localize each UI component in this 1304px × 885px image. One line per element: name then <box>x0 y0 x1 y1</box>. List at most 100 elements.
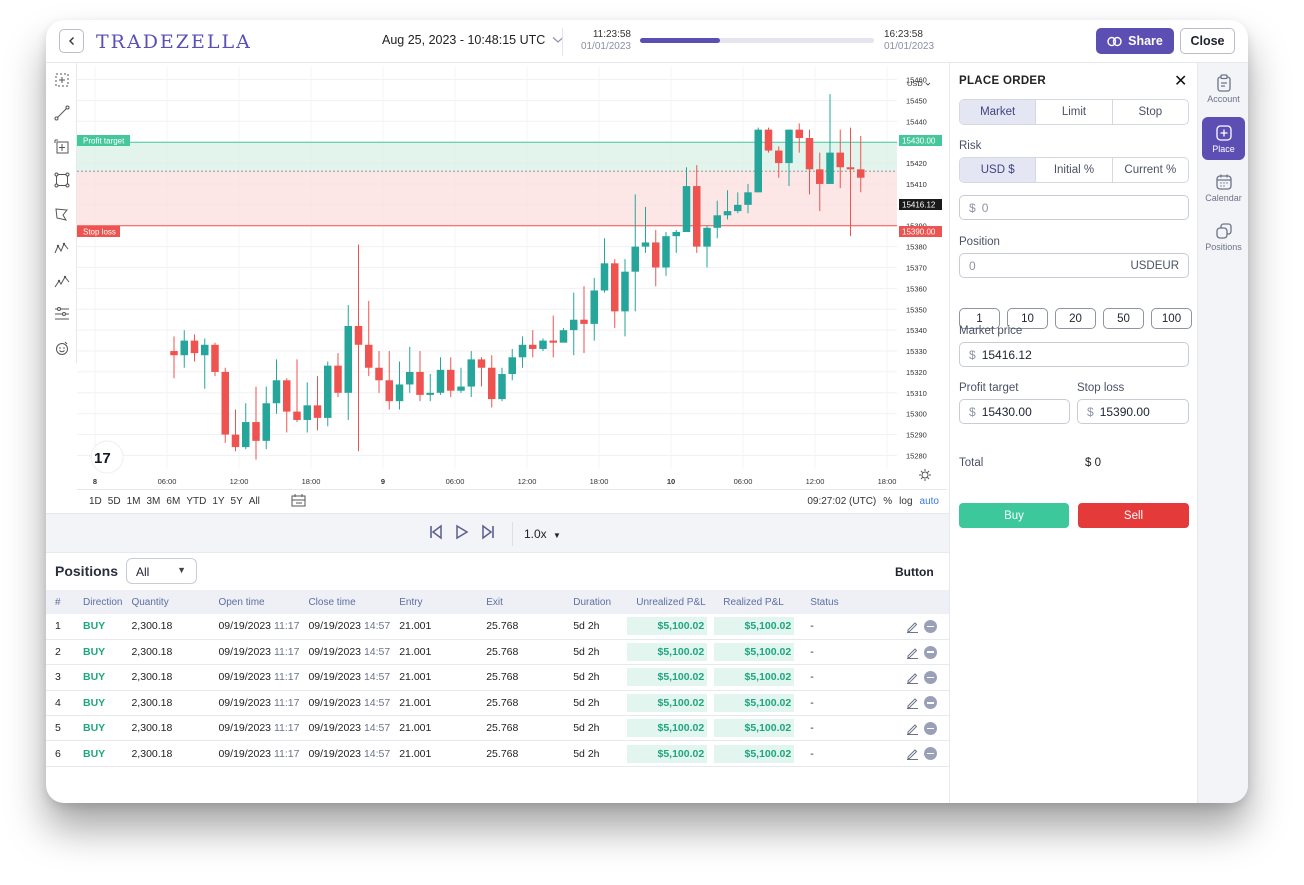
table-row[interactable]: 1 BUY 2,300.18 09/19/2023 11:17 09/19/2023 1… <box>46 614 949 640</box>
qty-button-20[interactable]: 20 <box>1055 308 1096 329</box>
candle-body <box>600 263 609 291</box>
nav-calendar[interactable]: Calendar <box>1202 166 1245 209</box>
column-header[interactable]: Unrealized P&L <box>636 596 706 608</box>
price-chart[interactable]: 1546015450154401543015420154101540015390… <box>77 63 947 513</box>
share-button[interactable]: Share <box>1096 28 1174 54</box>
pattern-tool[interactable] <box>46 231 77 265</box>
column-header[interactable]: Exit <box>486 596 503 608</box>
price-tick-label: 15340 <box>906 326 927 335</box>
risk-input[interactable]: $ 0 <box>959 195 1189 220</box>
range-1y[interactable]: 1Y <box>212 496 225 507</box>
order-type-market[interactable]: Market <box>960 100 1036 124</box>
rectangle-tool[interactable] <box>46 164 77 198</box>
table-row[interactable]: 6 BUY 2,300.18 09/19/2023 11:17 09/19/2023 1… <box>46 741 949 767</box>
range-6m[interactable]: 6M <box>166 496 181 507</box>
trendline-tool[interactable] <box>46 97 77 131</box>
column-header[interactable]: Entry <box>399 596 423 608</box>
positions-button[interactable]: Button <box>895 565 934 579</box>
column-header[interactable]: Close time <box>308 596 356 608</box>
qty-button-50[interactable]: 50 <box>1103 308 1144 329</box>
candle <box>426 374 434 402</box>
edit-icon[interactable] <box>906 747 919 761</box>
edit-icon[interactable] <box>906 620 919 633</box>
edit-icon[interactable] <box>906 646 919 659</box>
column-header[interactable]: Direction <box>83 596 123 608</box>
exit-cell: 25.768 <box>486 747 519 760</box>
polygon-tool[interactable] <box>46 197 77 231</box>
auto-scale-toggle[interactable]: auto <box>919 496 939 507</box>
table-row[interactable]: 5 BUY 2,300.18 09/19/2023 11:17 09/19/2023 1… <box>46 716 949 741</box>
range-5d[interactable]: 5D <box>107 496 121 507</box>
crosshair-tool[interactable] <box>46 63 77 97</box>
position-input[interactable]: 0 USDEUR <box>959 253 1189 278</box>
remove-icon[interactable] <box>924 645 937 659</box>
skip-forward-icon[interactable] <box>480 524 496 540</box>
remove-icon[interactable] <box>924 721 937 735</box>
remove-icon[interactable] <box>924 747 937 761</box>
market-price-field[interactable]: $ 15416.12 <box>959 342 1189 367</box>
range-3m[interactable]: 3M <box>146 496 161 507</box>
time-tick-label: 12:00 <box>230 477 249 486</box>
nav-place[interactable]: Place <box>1202 117 1245 160</box>
range-all[interactable]: All <box>248 496 260 507</box>
edit-icon[interactable] <box>906 671 919 684</box>
qty-button-100[interactable]: 100 <box>1151 308 1192 329</box>
fib-tool[interactable] <box>46 298 77 332</box>
percent-scale-toggle[interactable]: % <box>883 496 893 507</box>
remove-icon[interactable] <box>924 670 937 684</box>
play-icon[interactable] <box>454 524 470 540</box>
log-scale-toggle[interactable]: log <box>899 496 913 507</box>
calendar-range-icon[interactable] <box>291 494 307 508</box>
close-icon[interactable]: ✕ <box>1174 73 1188 90</box>
qty-button-10[interactable]: 10 <box>1007 308 1048 329</box>
profit-target-input[interactable]: $ 15430.00 <box>959 399 1070 424</box>
table-row[interactable]: 4 BUY 2,300.18 09/19/2023 11:17 09/19/2023 1… <box>46 690 949 716</box>
qty-button-1[interactable]: 1 <box>959 308 1000 329</box>
replay-progress-bar[interactable] <box>640 38 874 43</box>
close-button[interactable]: Close <box>1180 28 1235 54</box>
range-1d[interactable]: 1D <box>89 496 102 507</box>
scale-options: 09:27:02 (UTC) % log auto <box>807 496 939 507</box>
positions-filter[interactable]: All ▼ <box>126 558 197 584</box>
column-header[interactable]: # <box>55 596 61 608</box>
candle-body <box>272 380 281 404</box>
risk-mode-usd[interactable]: USD $ <box>960 158 1036 182</box>
column-header[interactable]: Duration <box>573 596 612 608</box>
nav-positions[interactable]: Positions <box>1202 215 1245 258</box>
order-type-stop[interactable]: Stop <box>1111 100 1188 124</box>
column-header[interactable]: Status <box>810 596 839 608</box>
chart-canvas[interactable]: 1546015450154401543015420154101540015390… <box>77 63 947 489</box>
speed-selector[interactable]: 1.0x ▼ <box>524 527 561 541</box>
date-selector[interactable]: Aug 25, 2023 - 10:48:15 UTC <box>382 33 564 47</box>
column-header[interactable]: Open time <box>218 596 265 608</box>
column-header[interactable]: Quantity <box>131 596 169 608</box>
candle-body <box>559 330 568 343</box>
range-1m[interactable]: 1M <box>126 496 141 507</box>
edit-icon[interactable] <box>906 696 919 710</box>
candle <box>816 152 824 212</box>
remove-icon[interactable] <box>924 619 937 633</box>
measure-tool[interactable] <box>46 130 77 164</box>
skip-back-icon[interactable] <box>428 524 444 540</box>
edit-icon[interactable] <box>906 722 919 735</box>
table-row[interactable]: 3 BUY 2,300.18 09/19/2023 11:17 09/19/2023 1… <box>46 665 949 691</box>
risk-mode-initial[interactable]: Initial % <box>1035 158 1111 182</box>
table-row[interactable]: 2 BUY 2,300.18 09/19/2023 11:17 09/19/2023 1… <box>46 639 949 665</box>
back-button[interactable] <box>59 29 84 53</box>
candle-body <box>857 169 865 178</box>
range-ytd[interactable]: YTD <box>186 496 207 507</box>
nav-account[interactable]: Account <box>1202 67 1245 110</box>
stop-loss-input[interactable]: $ 15390.00 <box>1077 399 1189 424</box>
elliott-wave-tool[interactable] <box>46 264 77 298</box>
open-time-cell: 09/19/2023 11:17 <box>209 639 299 664</box>
emoji-tool[interactable] <box>46 331 77 365</box>
column-header[interactable]: Realized P&L <box>723 596 784 608</box>
remove-icon[interactable] <box>924 696 937 710</box>
date-selector-value: Aug 25, 2023 - 10:48:15 UTC <box>382 33 546 47</box>
buy-button[interactable]: Buy <box>959 503 1069 528</box>
risk-mode-current[interactable]: Current % <box>1111 158 1188 182</box>
sell-button[interactable]: Sell <box>1078 503 1189 528</box>
candle-body <box>826 152 834 184</box>
range-5y[interactable]: 5Y <box>230 496 243 507</box>
order-type-limit[interactable]: Limit <box>1035 100 1111 124</box>
